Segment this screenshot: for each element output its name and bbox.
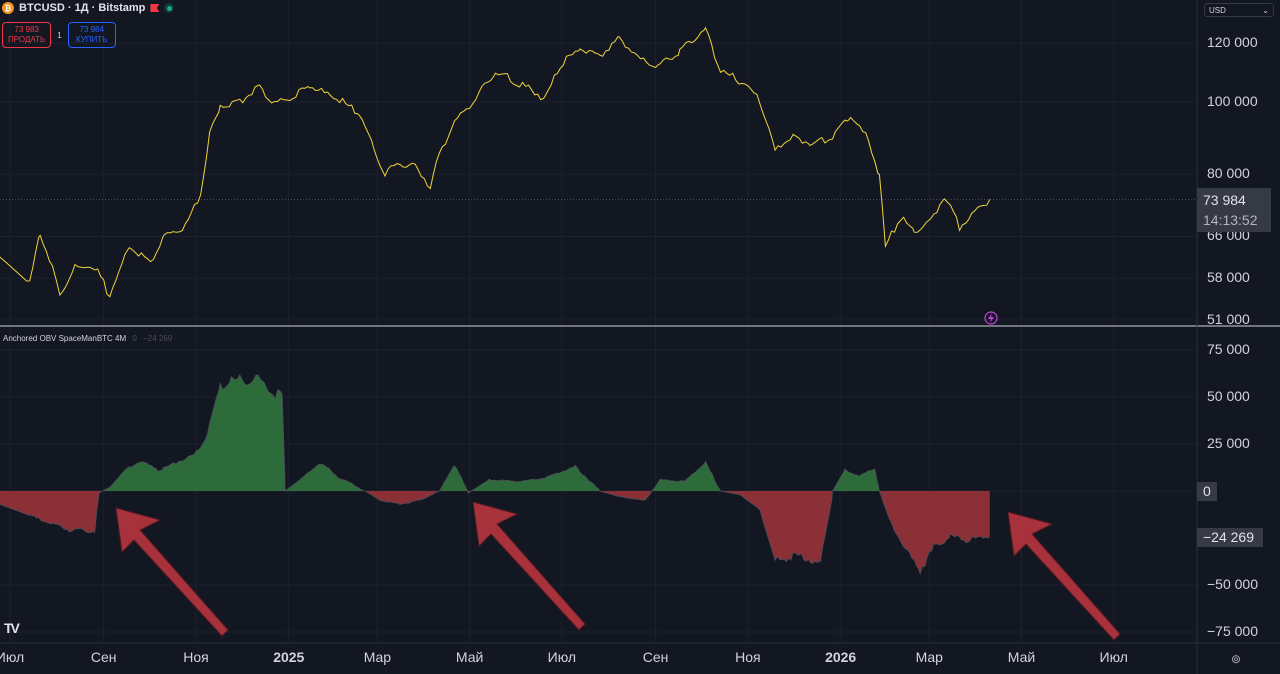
price-line[interactable] [0,26,991,298]
settings-icon[interactable]: ⊚ [1231,652,1242,666]
flag-icon[interactable] [150,4,160,12]
spread-value: 1 [57,30,62,40]
buy-button[interactable]: 73 984 КУПИТЬ [67,22,116,48]
obv-axis-tick: 50 000 [1207,388,1250,404]
grid [0,0,1197,643]
annotation-arrows [115,501,1121,641]
obv-zero-tag: 0 [1197,482,1217,501]
obv-axis-tick: −50 000 [1207,576,1258,592]
price-axis-tick: 80 000 [1207,165,1250,182]
price-axis-tick: 51 000 [1207,310,1250,327]
price-axis-tick: 58 000 [1207,269,1250,286]
time-axis-tick: 2026 [825,649,857,665]
time-axis-tick: Мар [363,649,392,665]
price-series [0,26,991,298]
price-axis-tick: 120 000 [1207,34,1258,50]
obv-current-tag: −24 269 [1197,528,1263,547]
trade-panel: 73 983 ПРОДАТЬ 1 73 984 КУПИТЬ [2,22,116,48]
indicator-legend[interactable]: Anchored OBV SpaceManBTC 4M 0 −24 269 [3,334,172,343]
lightning-icon[interactable] [984,311,998,325]
last-price-value: 73 984 [1203,192,1246,208]
time-axis-tick: Сен [642,649,669,665]
arrow-annotation-3[interactable] [1007,511,1121,641]
time-axis-tick: 2025 [273,649,305,665]
symbol-header[interactable]: ₿ BTCUSD · 1Д · Bitstamp [2,2,175,14]
sell-button[interactable]: 73 983 ПРОДАТЬ [2,22,52,48]
time-axis-tick: Сен [90,649,117,665]
indicator-value-2: −24 269 [143,334,173,343]
obv-line [0,373,991,576]
time-axis-tick: Июл [547,649,577,665]
sell-price: 73 983 [14,25,39,34]
time-axis-tick: Май [455,649,484,665]
obv-axis-tick: 25 000 [1207,435,1250,451]
obv-axis-tick: −75 000 [1207,623,1258,639]
obv-series [0,373,991,576]
symbol-title[interactable]: BTCUSD · 1Д · Bitstamp [19,2,146,14]
tradingview-logo[interactable]: TV [4,620,20,636]
time-axis-tick: Мар [915,649,943,665]
arrow-annotation-2[interactable] [472,501,586,631]
obv-area-positive [0,374,990,491]
obv-area-negative [0,491,990,574]
price-axis-tick: 100 000 [1207,93,1258,109]
time-axis-tick: Июл [0,649,25,665]
time-axis-tick: Май [1007,649,1036,665]
buy-price: 73 984 [79,25,104,34]
market-status-icon [164,3,175,13]
arrow-annotation-1[interactable] [115,507,229,637]
indicator-name[interactable]: Anchored OBV SpaceManBTC 4M [3,334,127,343]
bar-countdown: 14:13:52 [1203,212,1258,228]
indicator-value-1: 0 [132,334,137,343]
obv-axis-tick: 75 000 [1207,341,1250,357]
currency-select[interactable]: USD ⌄ [1204,3,1274,17]
time-axis-tick: Ноя [183,649,209,665]
buy-label: КУПИТЬ [75,35,108,44]
last-price-tag: 73 984 14:13:52 [1197,188,1271,232]
sell-label: ПРОДАТЬ [8,35,46,44]
bitcoin-icon: ₿ [2,2,14,14]
chevron-down-icon: ⌄ [1262,5,1269,15]
time-axis-tick: Июл [1099,649,1128,665]
time-axis-tick: Ноя [735,649,761,665]
currency-value: USD [1209,5,1226,15]
